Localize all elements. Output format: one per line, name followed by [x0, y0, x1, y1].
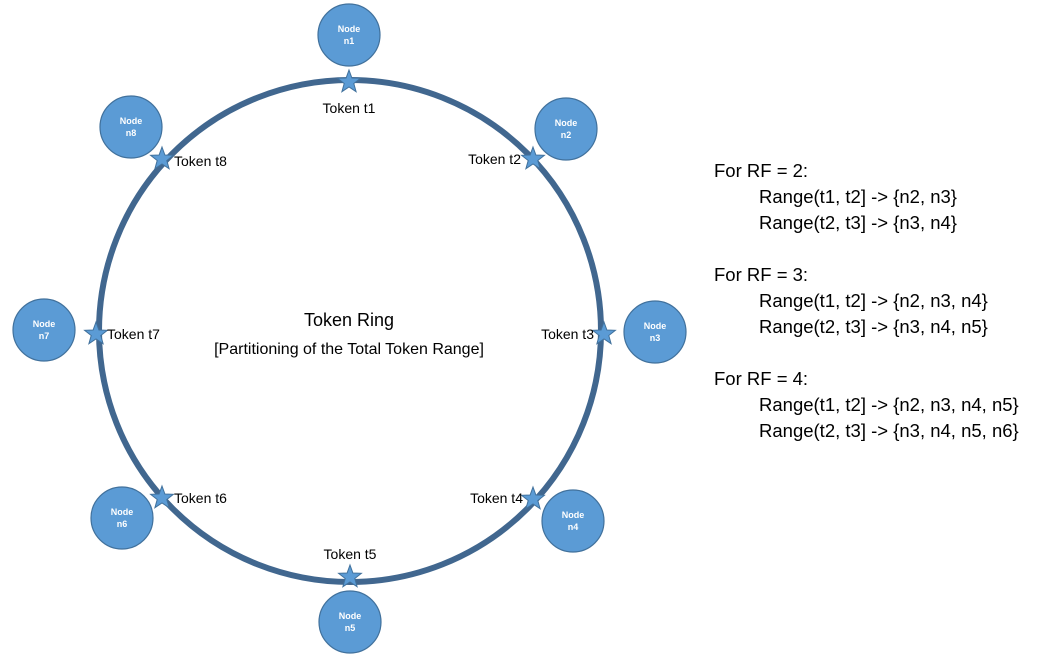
range-line: Range(t1, t2] -> {n2, n3} [759, 186, 957, 207]
range-line: Range(t1, t2] -> {n2, n3, n4, n5} [759, 394, 1019, 415]
rf-heading: For RF = 3: [714, 264, 809, 285]
node-n2: Node n2 Token t2 [468, 97, 598, 170]
replication-factor-examples: For RF = 2: Range(t1, t2] -> {n2, n3} Ra… [714, 158, 1019, 470]
token-ring-diagram: Token Ring [Partitioning of the Total To… [12, 3, 687, 654]
token-star-icon [83, 320, 109, 345]
range-line: Range(t2, t3] -> {n3, n4, n5, n6} [759, 420, 1019, 441]
node-label: Node [339, 611, 362, 621]
node-circle [317, 3, 381, 67]
node-id: n5 [345, 623, 356, 633]
rf-group-3: For RF = 3: Range(t1, t2] -> {n2, n3, n4… [714, 262, 1019, 340]
token-star-icon [149, 484, 175, 509]
node-id: n7 [39, 331, 50, 341]
rf-group-2: For RF = 2: Range(t1, t2] -> {n2, n3} Ra… [714, 158, 1019, 236]
node-label: Node [644, 321, 667, 331]
rf-heading: For RF = 2: [714, 160, 809, 181]
token-label: Token t5 [324, 546, 377, 562]
node-circle [623, 300, 687, 364]
token-label: Token t1 [323, 100, 376, 116]
token-label: Token t8 [174, 153, 227, 169]
node-circle [534, 97, 598, 161]
token-label: Token t7 [107, 326, 160, 342]
token-star-icon [591, 320, 617, 345]
rf-heading: For RF = 4: [714, 368, 809, 389]
node-id: n3 [650, 333, 661, 343]
rf-group-4: For RF = 4: Range(t1, t2] -> {n2, n3, n4… [714, 366, 1019, 444]
node-n1: Node n1 Token t1 [317, 3, 381, 116]
token-star-icon [520, 485, 546, 510]
node-id: n1 [344, 36, 355, 46]
token-label: Token t2 [468, 151, 521, 167]
token-star-icon [336, 68, 362, 93]
node-circle [90, 486, 154, 550]
token-label: Token t3 [541, 326, 594, 342]
node-label: Node [33, 319, 56, 329]
ring-subtitle: [Partitioning of the Total Token Range] [214, 341, 484, 358]
node-id: n6 [117, 519, 128, 529]
node-n7: Node n7 Token t7 [12, 298, 160, 362]
node-circle [99, 95, 163, 159]
node-n3: Node n3 Token t3 [541, 300, 687, 364]
node-label: Node [555, 118, 578, 128]
range-line: Range(t2, t3] -> {n3, n4} [759, 212, 957, 233]
token-star-icon [337, 563, 363, 588]
node-id: n8 [126, 128, 137, 138]
ring-title: Token Ring [304, 310, 394, 330]
node-label: Node [562, 510, 585, 520]
node-n6: Node n6 Token t6 [90, 484, 227, 550]
node-label: Node [338, 24, 361, 34]
node-n4: Node n4 Token t4 [470, 485, 605, 553]
range-line: Range(t2, t3] -> {n3, n4, n5} [759, 316, 988, 337]
node-n8: Node n8 Token t8 [99, 95, 227, 170]
token-star-icon [149, 145, 175, 170]
node-id: n2 [561, 130, 572, 140]
node-label: Node [120, 116, 143, 126]
node-label: Node [111, 507, 134, 517]
node-id: n4 [568, 522, 579, 532]
node-circle [541, 489, 605, 553]
token-star-icon [520, 145, 546, 170]
node-n5: Node n5 Token t5 [318, 546, 382, 654]
range-line: Range(t1, t2] -> {n2, n3, n4} [759, 290, 988, 311]
token-label: Token t6 [174, 490, 227, 506]
token-label: Token t4 [470, 490, 523, 506]
node-circle [12, 298, 76, 362]
node-circle [318, 590, 382, 654]
